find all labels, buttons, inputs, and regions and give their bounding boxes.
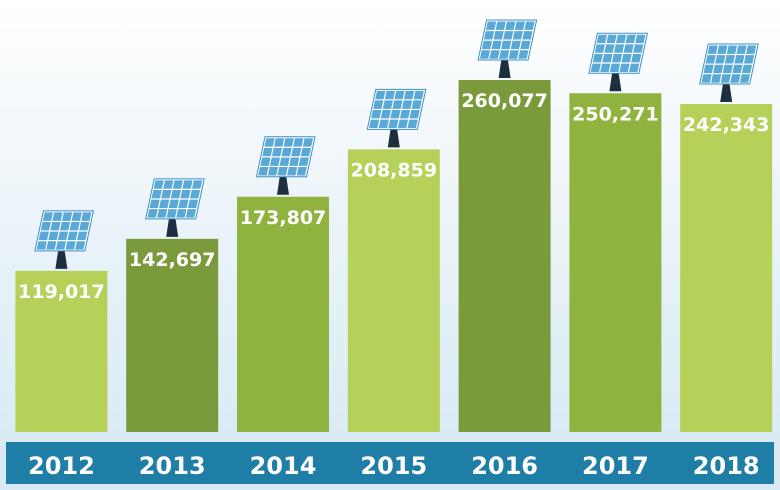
bar-value-label: 242,343: [683, 114, 770, 136]
bar-value-label: 250,271: [572, 103, 659, 125]
bar-value-label: 142,697: [129, 249, 216, 271]
x-tick-label: 2018: [693, 452, 760, 480]
x-tick-label: 2014: [250, 452, 317, 480]
bar-2013: [126, 238, 219, 432]
solar-panel-icon: [699, 43, 759, 103]
bar-2014: [237, 196, 329, 432]
bar-value-label: 119,017: [18, 281, 105, 303]
bars-layer: [15, 80, 773, 433]
solar-panel-icon: [255, 136, 316, 195]
x-tick-label: 2017: [582, 452, 649, 480]
bar-2018: [680, 104, 773, 432]
bar-2012: [15, 270, 108, 432]
bar-2015: [347, 149, 440, 433]
x-tick-label: 2012: [28, 452, 95, 480]
icons-layer: [34, 19, 759, 269]
bar-2017: [569, 93, 662, 432]
x-axis-ticks: 2012 2013 2014 2015 2016 2017 2018: [28, 452, 760, 480]
x-axis-band: [6, 442, 774, 484]
x-tick-label: 2015: [360, 452, 427, 480]
bar-value-label: 173,807: [240, 207, 327, 229]
solar-panel-icon: [477, 19, 538, 78]
labels-layer: 119,017 142,697 173,807 208,859 260,077 250,2…: [18, 90, 769, 303]
bar-2016: [458, 80, 551, 432]
solar-panel-icon: [34, 210, 95, 269]
solar-panel-icon: [588, 32, 649, 92]
x-tick-label: 2016: [471, 452, 538, 480]
bar-value-label: 260,077: [461, 90, 548, 112]
solar-panel-icon: [366, 88, 427, 148]
solar-panel-icon: [145, 178, 205, 237]
bar-value-label: 208,859: [351, 159, 438, 181]
x-tick-label: 2013: [139, 452, 206, 480]
